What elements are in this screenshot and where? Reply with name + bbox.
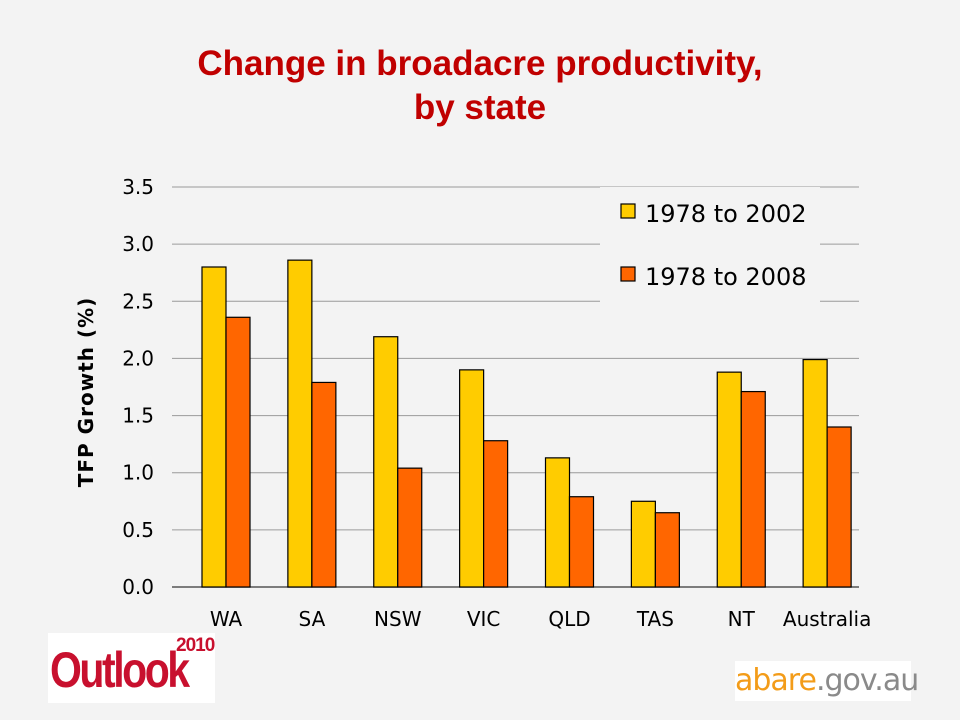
legend-label: 1978 to 2002 <box>645 200 807 228</box>
bar-nsw-series-1 <box>373 336 399 588</box>
abare-logo-name: abare <box>735 663 817 698</box>
bar-vic-series-2 <box>483 440 509 588</box>
x-tick-label: WA <box>210 607 243 631</box>
legend-background <box>600 187 820 305</box>
bar-nt-series-2 <box>740 390 766 588</box>
y-tick-label: 3.5 <box>122 175 154 199</box>
title-line-2: by state <box>413 88 547 127</box>
bars <box>201 259 852 588</box>
bar-sa-series-2 <box>311 381 337 588</box>
y-axis-labels: 0.0 0.5 1.0 1.5 2.0 2.5 3.0 3.5 <box>122 175 154 599</box>
x-tick-label: TAS <box>636 607 674 631</box>
bar-tas-series-2 <box>654 512 680 588</box>
bar-nt-series-1 <box>716 371 742 588</box>
legend-swatch <box>620 203 636 219</box>
y-tick-label: 2.5 <box>122 289 154 313</box>
y-tick-label: 0.5 <box>122 518 154 542</box>
bar-sa-series-1 <box>287 259 313 588</box>
bar-qld-series-1 <box>544 457 571 588</box>
x-tick-label: SA <box>299 607 326 631</box>
bar-qld-series-2 <box>568 496 595 588</box>
x-tick-label: NSW <box>374 607 422 631</box>
bar-australia-series-2 <box>826 426 852 588</box>
slide-title: Change in broadacre productivity, by sta… <box>0 42 960 130</box>
outlook-logo-word: Outlook <box>50 642 190 698</box>
x-tick-label: VIC <box>467 607 501 631</box>
bar-wa-series-2 <box>225 316 251 588</box>
y-tick-label: 3.0 <box>122 232 154 256</box>
abare-logo: abare.gov.au <box>735 661 919 701</box>
legend-label: 1978 to 2008 <box>645 263 807 291</box>
bar-wa-series-1 <box>201 266 227 588</box>
legend: 1978 to 2002 1978 to 2008 <box>600 187 820 305</box>
x-tick-label: QLD <box>548 607 590 631</box>
abare-logo-domain: .gov.au <box>815 663 919 698</box>
y-tick-label: 1.5 <box>122 404 154 428</box>
y-tick-label: 2.0 <box>122 346 154 370</box>
y-tick-label: 0.0 <box>122 575 154 599</box>
outlook-logo-year: 2010 <box>176 635 215 656</box>
bar-australia-series-1 <box>802 358 828 588</box>
bar-vic-series-1 <box>459 369 485 588</box>
legend-swatch <box>620 266 636 282</box>
x-tick-label: NT <box>728 607 756 631</box>
y-tick-label: 1.0 <box>122 461 154 485</box>
outlook-2010-logo: Outlook 2010 <box>48 633 215 703</box>
bar-tas-series-1 <box>630 500 656 588</box>
x-axis-labels: WA SA NSW VIC QLD TAS NT Australia <box>210 607 872 631</box>
bar-nsw-series-2 <box>397 467 423 588</box>
title-line-1: Change in broadacre productivity, <box>197 44 763 83</box>
x-tick-label: Australia <box>783 607 871 631</box>
y-axis-title: TFP Growth (%) <box>74 297 98 488</box>
